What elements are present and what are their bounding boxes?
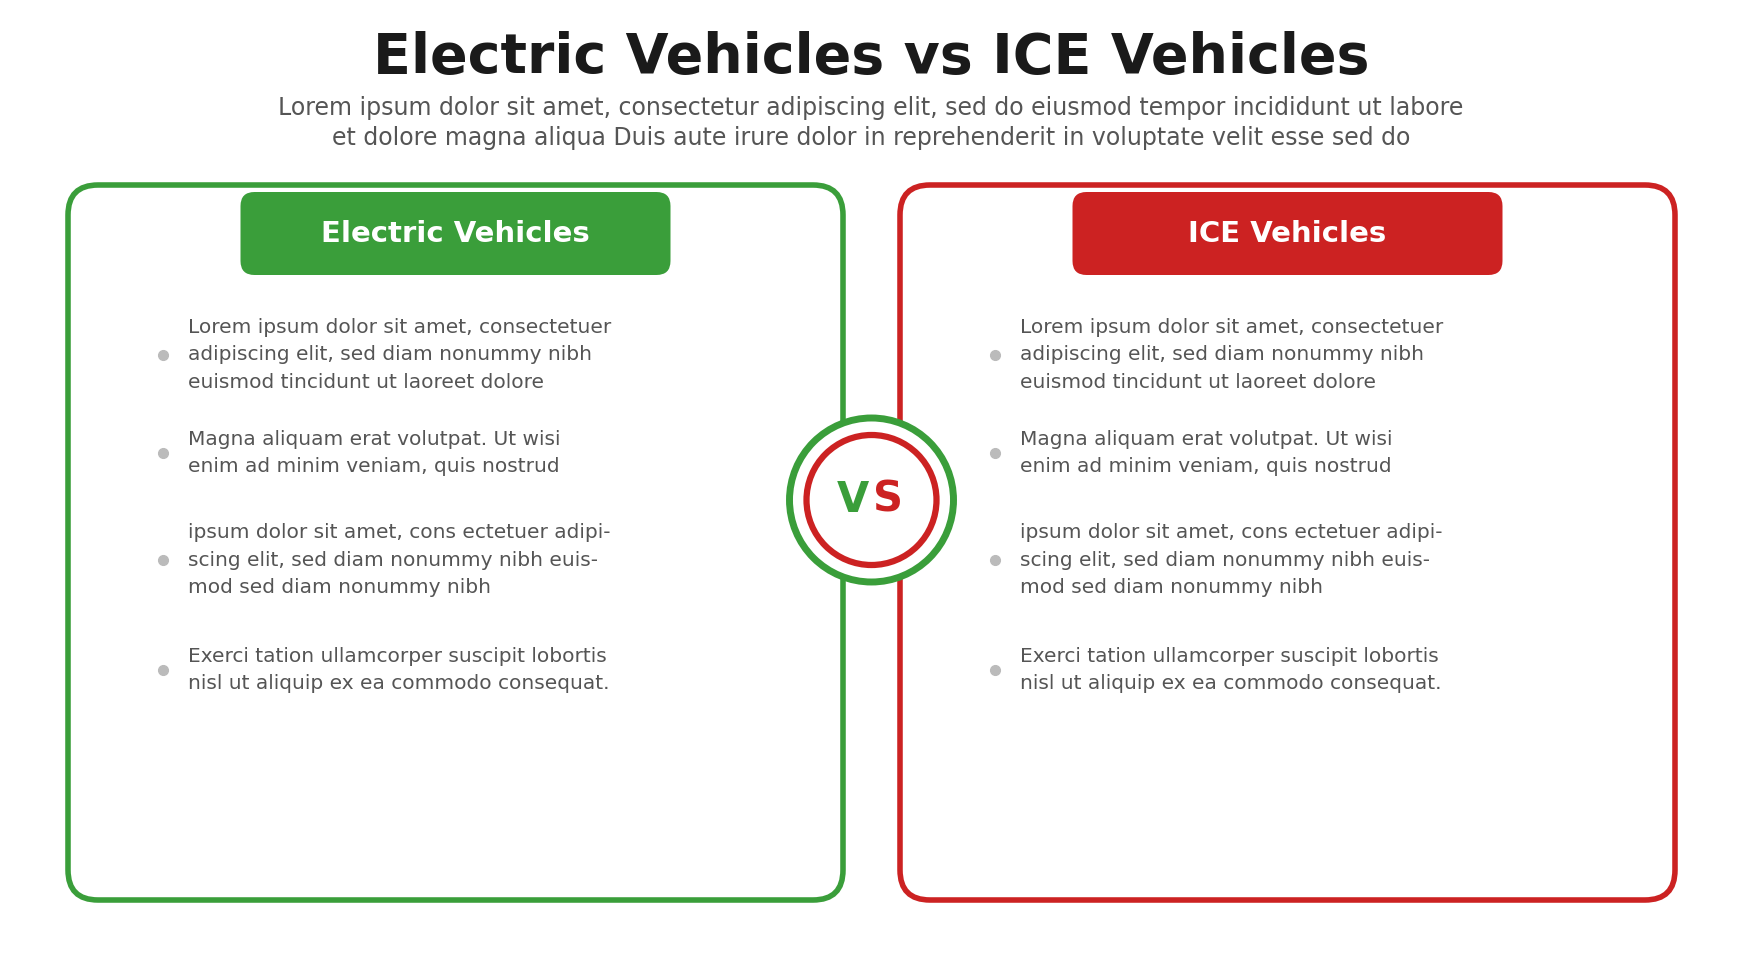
Text: Exerci tation ullamcorper suscipit lobortis
nisl ut aliquip ex ea commodo conseq: Exerci tation ullamcorper suscipit lobor… [1021, 647, 1441, 693]
Text: Electric Vehicles: Electric Vehicles [321, 220, 591, 248]
Text: Lorem ipsum dolor sit amet, consectetuer
adipiscing elit, sed diam nonummy nibh
: Lorem ipsum dolor sit amet, consectetuer… [1021, 318, 1444, 392]
Circle shape [807, 435, 937, 565]
Text: Electric Vehicles vs ICE Vehicles: Electric Vehicles vs ICE Vehicles [373, 31, 1369, 85]
Text: ipsum dolor sit amet, cons ectetuer adipi-
scing elit, sed diam nonummy nibh eui: ipsum dolor sit amet, cons ectetuer adip… [1021, 523, 1442, 597]
Text: Magna aliquam erat volutpat. Ut wisi
enim ad minim veniam, quis nostrud: Magna aliquam erat volutpat. Ut wisi eni… [188, 430, 561, 476]
Text: Exerci tation ullamcorper suscipit lobortis
nisl ut aliquip ex ea commodo conseq: Exerci tation ullamcorper suscipit lobor… [188, 647, 610, 693]
Text: V: V [838, 479, 869, 521]
Text: Lorem ipsum dolor sit amet, consectetuer
adipiscing elit, sed diam nonummy nibh
: Lorem ipsum dolor sit amet, consectetuer… [188, 318, 611, 392]
Text: Magna aliquam erat volutpat. Ut wisi
enim ad minim veniam, quis nostrud: Magna aliquam erat volutpat. Ut wisi eni… [1021, 430, 1392, 476]
Text: ICE Vehicles: ICE Vehicles [1188, 220, 1387, 248]
FancyBboxPatch shape [240, 192, 671, 275]
Text: S: S [873, 479, 904, 521]
FancyBboxPatch shape [68, 185, 843, 900]
Circle shape [789, 418, 953, 582]
Text: ipsum dolor sit amet, cons ectetuer adipi-
scing elit, sed diam nonummy nibh eui: ipsum dolor sit amet, cons ectetuer adip… [188, 523, 610, 597]
FancyBboxPatch shape [901, 185, 1676, 900]
Text: Lorem ipsum dolor sit amet, consectetur adipiscing elit, sed do eiusmod tempor i: Lorem ipsum dolor sit amet, consectetur … [279, 96, 1463, 120]
Text: et dolore magna aliqua Duis aute irure dolor in reprehenderit in voluptate velit: et dolore magna aliqua Duis aute irure d… [331, 126, 1411, 150]
FancyBboxPatch shape [1073, 192, 1503, 275]
